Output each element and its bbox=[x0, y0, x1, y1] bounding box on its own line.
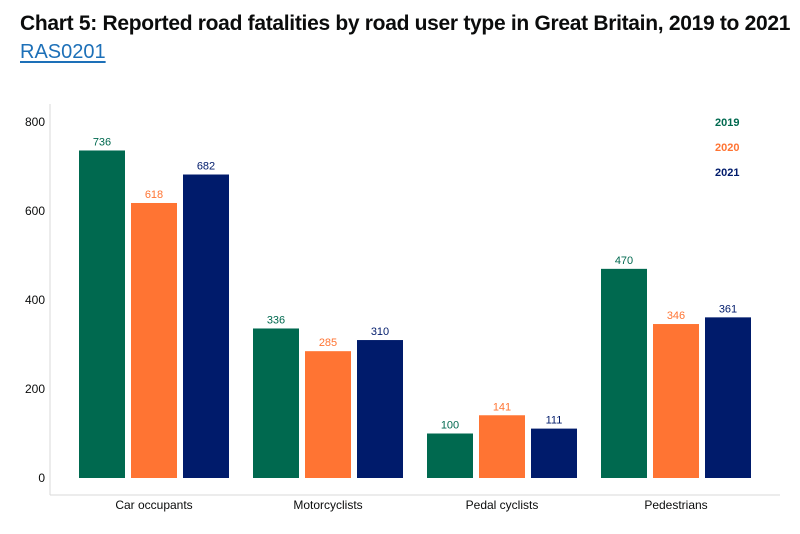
axes bbox=[49, 104, 780, 496]
bars bbox=[79, 150, 751, 479]
bar bbox=[131, 202, 177, 479]
data-label: 361 bbox=[719, 303, 737, 315]
bar bbox=[705, 317, 751, 478]
chart-title: Chart 5: Reported road fatalities by roa… bbox=[20, 12, 791, 35]
legend-entry: 2020 bbox=[715, 142, 739, 154]
data-label: 470 bbox=[615, 255, 633, 267]
category-label: Pedal cyclists bbox=[466, 498, 539, 512]
category-label: Pedestrians bbox=[644, 498, 707, 512]
y-tick-label: 600 bbox=[25, 204, 45, 218]
bar bbox=[357, 340, 403, 478]
y-tick-labels: 0 200 400 600 800 bbox=[25, 115, 45, 485]
bar bbox=[79, 150, 125, 479]
bar bbox=[183, 174, 229, 478]
legend: 2019 2020 2021 bbox=[715, 117, 739, 179]
data-label: 618 bbox=[145, 189, 163, 201]
bar bbox=[531, 428, 577, 478]
bar bbox=[601, 268, 647, 478]
data-label: 346 bbox=[667, 310, 685, 322]
data-label: 285 bbox=[319, 337, 337, 349]
data-labels: 736 618 682 336 285 310 100 141 111 470 346 361 bbox=[93, 136, 737, 431]
category-label: Car occupants bbox=[115, 498, 192, 512]
ras0201-link[interactable]: RAS0201 bbox=[20, 41, 106, 63]
data-label: 111 bbox=[546, 415, 563, 427]
data-label: 141 bbox=[493, 401, 511, 413]
bar bbox=[479, 415, 525, 478]
data-label: 310 bbox=[371, 326, 389, 338]
bar bbox=[653, 324, 699, 478]
bar bbox=[305, 351, 351, 478]
category-label: Motorcyclists bbox=[293, 498, 362, 512]
legend-entry: 2021 bbox=[715, 167, 739, 179]
data-label: 100 bbox=[441, 420, 459, 432]
bar bbox=[427, 433, 473, 478]
y-tick-label: 800 bbox=[25, 115, 45, 129]
y-tick-label: 0 bbox=[38, 471, 45, 485]
y-tick-label: 200 bbox=[25, 382, 45, 396]
data-label: 336 bbox=[267, 314, 285, 326]
data-label: 682 bbox=[197, 161, 215, 173]
category-labels: Car occupants Motorcyclists Pedal cyclists… bbox=[115, 498, 707, 512]
y-tick-label: 400 bbox=[25, 293, 45, 307]
bar bbox=[253, 328, 299, 478]
legend-entry: 2019 bbox=[715, 117, 739, 129]
data-label: 736 bbox=[93, 136, 111, 148]
